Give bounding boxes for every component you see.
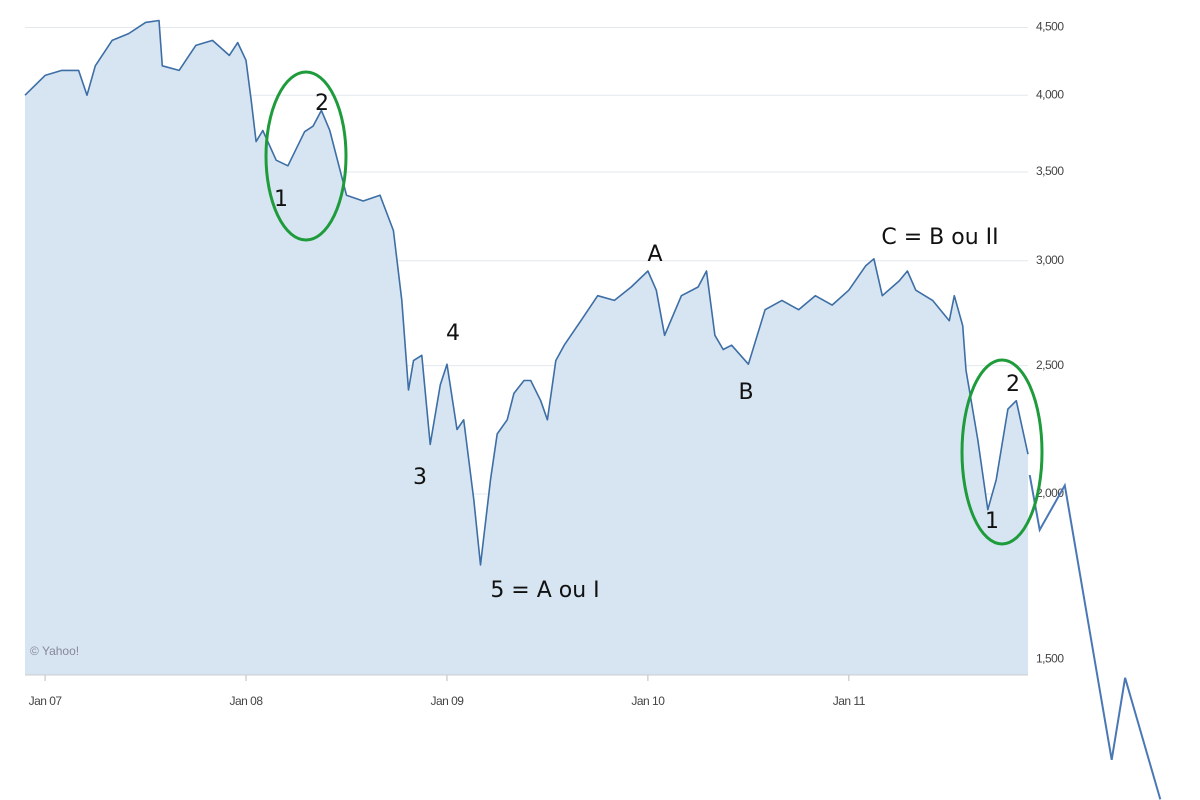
annotation: 5 = A ou I: [490, 578, 599, 603]
x-tick-label: Jan 08: [230, 694, 264, 708]
forecast-line: [1028, 474, 1162, 800]
x-tick-label: Jan 07: [29, 694, 63, 708]
line: [24, 19, 1029, 566]
x-tick-label: Jan 10: [631, 694, 665, 708]
annotation: 4: [446, 321, 460, 346]
source: © Yahoo!: [30, 644, 79, 658]
y-tick-label: 4,500: [1036, 20, 1064, 34]
annotation: C = B ou II: [881, 225, 998, 250]
x-tick-label: Jan 09: [430, 694, 464, 708]
annotation: 2: [1006, 372, 1020, 397]
y-tick-label: 3,000: [1036, 253, 1064, 267]
y-tick-label: 1,500: [1036, 652, 1064, 666]
y-tick-label: 2,500: [1036, 358, 1064, 372]
annotation: 1: [985, 509, 999, 534]
highlight-ellipse: [264, 70, 348, 242]
x-tick-label: Jan 11: [833, 694, 866, 708]
area: [25, 20, 1028, 675]
annotation: B: [738, 380, 753, 405]
y-tick-label: 3,500: [1036, 164, 1064, 178]
highlight-ellipse: [960, 358, 1044, 546]
annotation: 2: [315, 91, 329, 116]
annotation: 3: [413, 465, 427, 490]
annotation: 1: [274, 187, 288, 212]
annotation: A: [647, 242, 662, 267]
y-tick-label: 4,000: [1036, 87, 1064, 101]
